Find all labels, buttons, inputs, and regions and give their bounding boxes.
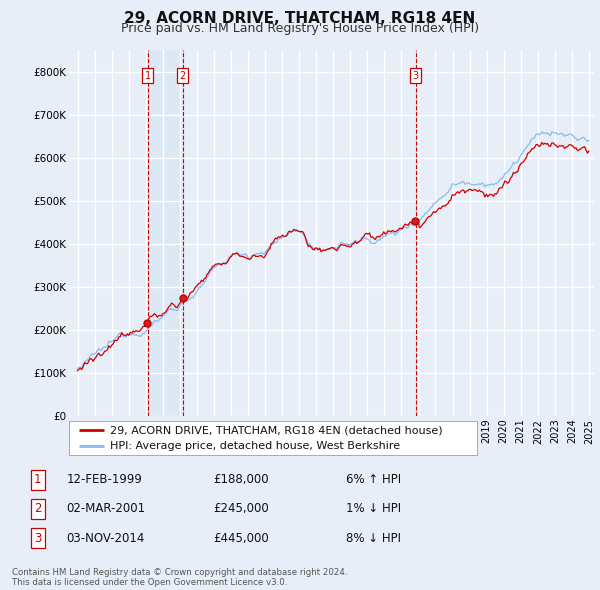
- Text: 6% ↑ HPI: 6% ↑ HPI: [346, 473, 401, 486]
- Text: 3: 3: [413, 71, 419, 81]
- Text: £188,000: £188,000: [214, 473, 269, 486]
- Text: £445,000: £445,000: [214, 532, 269, 545]
- Text: 29, ACORN DRIVE, THATCHAM, RG18 4EN (detached house): 29, ACORN DRIVE, THATCHAM, RG18 4EN (det…: [110, 425, 442, 435]
- Text: Contains HM Land Registry data © Crown copyright and database right 2024.
This d: Contains HM Land Registry data © Crown c…: [12, 568, 347, 587]
- Text: 12-FEB-1999: 12-FEB-1999: [67, 473, 143, 486]
- Bar: [148, 50, 182, 416]
- Text: HPI: Average price, detached house, West Berkshire: HPI: Average price, detached house, West…: [110, 441, 400, 451]
- Text: 1% ↓ HPI: 1% ↓ HPI: [346, 502, 401, 516]
- Text: 2: 2: [34, 502, 41, 516]
- Text: Price paid vs. HM Land Registry's House Price Index (HPI): Price paid vs. HM Land Registry's House …: [121, 22, 479, 35]
- Text: £245,000: £245,000: [214, 502, 269, 516]
- Text: 02-MAR-2001: 02-MAR-2001: [67, 502, 146, 516]
- Text: 8% ↓ HPI: 8% ↓ HPI: [346, 532, 401, 545]
- Text: 1: 1: [34, 473, 41, 486]
- Text: 2: 2: [179, 71, 186, 81]
- Text: 3: 3: [34, 532, 41, 545]
- Text: 29, ACORN DRIVE, THATCHAM, RG18 4EN: 29, ACORN DRIVE, THATCHAM, RG18 4EN: [124, 11, 476, 25]
- Text: 1: 1: [145, 71, 151, 81]
- Text: 03-NOV-2014: 03-NOV-2014: [67, 532, 145, 545]
